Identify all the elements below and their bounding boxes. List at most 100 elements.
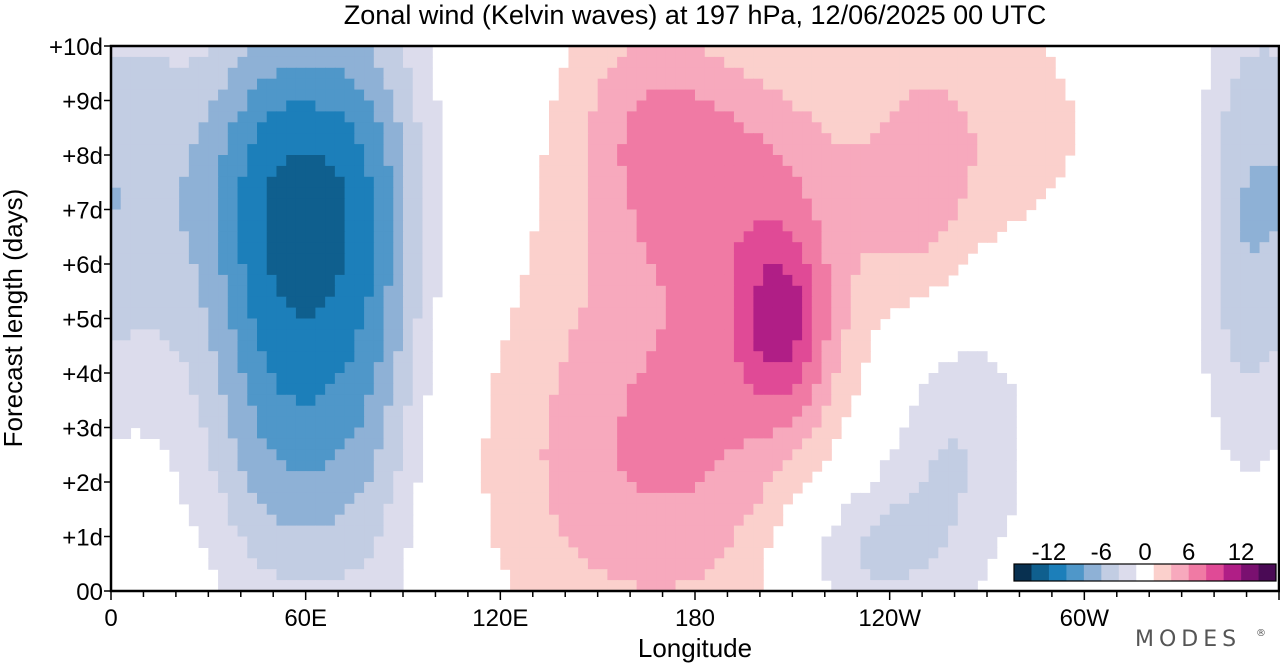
contour-cell [412, 56, 424, 69]
contour-cell [860, 285, 871, 298]
contour-cell [169, 373, 180, 385]
contour-cell [928, 155, 939, 167]
contour-cell [1220, 155, 1231, 167]
contour-cell [111, 427, 122, 439]
contour-cell [325, 373, 336, 385]
contour-cell [733, 176, 745, 189]
contour-cell [938, 547, 949, 559]
contour-cell [918, 133, 930, 145]
contour-cell [218, 78, 229, 91]
contour-cell [996, 220, 1008, 232]
contour-cell [626, 242, 638, 254]
contour-cell [325, 111, 336, 123]
contour-cell [636, 176, 647, 189]
contour-cell [364, 231, 375, 243]
contour-cell [295, 285, 307, 298]
contour-cell [1269, 100, 1280, 112]
contour-cell [1220, 274, 1231, 287]
contour-cell [179, 351, 190, 363]
contour-cell [159, 67, 170, 80]
contour-cell [1269, 78, 1280, 91]
contour-cell [870, 482, 881, 494]
contour-cell [831, 78, 842, 91]
contour-cell [393, 133, 404, 145]
contour-cell [1006, 449, 1017, 461]
contour-cell [257, 111, 268, 123]
contour-cell [529, 394, 540, 407]
contour-cell [111, 100, 122, 112]
contour-cell [909, 231, 920, 243]
contour-cell [724, 176, 735, 189]
contour-cell [1006, 89, 1017, 102]
contour-cell [529, 383, 540, 396]
contour-cell [792, 165, 803, 178]
contour-cell [227, 383, 239, 396]
contour-cell [1006, 471, 1017, 483]
contour-cell [714, 405, 725, 418]
contour-cell [1016, 46, 1027, 58]
contour-cell [967, 580, 978, 592]
contour-cell [1210, 100, 1222, 112]
x-tick-label: 120W [858, 605, 921, 632]
contour-cell [714, 285, 725, 298]
contour-cell [948, 56, 959, 69]
contour-cell [295, 558, 307, 570]
contour-cell [120, 78, 132, 91]
y-tick-label: +1d [62, 525, 103, 552]
contour-cell [568, 220, 579, 232]
contour-cell [305, 231, 316, 243]
contour-cell [607, 383, 618, 396]
contour-cell [383, 525, 394, 538]
contour-cell [938, 220, 949, 232]
contour-cell [1259, 231, 1270, 243]
contour-cell [276, 264, 287, 276]
contour-cell [1249, 133, 1261, 145]
contour-cell [1240, 187, 1251, 200]
contour-cell [334, 78, 346, 91]
contour-cell [704, 296, 716, 309]
contour-cell [821, 285, 832, 298]
contour-cell [305, 307, 316, 320]
contour-cell [286, 460, 297, 472]
contour-cell [675, 122, 686, 134]
contour-cell [879, 285, 891, 298]
contour-cell [656, 144, 667, 156]
contour-cell [1210, 329, 1222, 341]
contour-cell [354, 427, 365, 439]
contour-cell [860, 492, 871, 505]
contour-cell [743, 46, 754, 58]
contour-cell [626, 329, 638, 341]
contour-cell [159, 296, 170, 309]
contour-cell [305, 482, 316, 494]
contour-cell [841, 220, 852, 232]
contour-cell [1210, 318, 1222, 330]
contour-cell [286, 111, 297, 123]
contour-cell [198, 514, 209, 527]
contour-cell [130, 362, 141, 374]
contour-cell [626, 253, 638, 265]
contour-cell [695, 460, 706, 472]
contour-cell [179, 296, 190, 309]
contour-cell [870, 122, 881, 134]
contour-cell [724, 307, 735, 320]
contour-cell [1220, 198, 1231, 211]
contour-cell [675, 383, 686, 396]
contour-cell [159, 122, 170, 134]
contour-cell [403, 514, 414, 527]
contour-cell [373, 383, 385, 396]
contour-cell [714, 471, 725, 483]
contour-cell [763, 264, 774, 276]
contour-cell [1259, 111, 1270, 123]
contour-cell [957, 394, 969, 407]
contour-cell [597, 111, 608, 123]
contour-cell [607, 394, 618, 407]
contour-cell [802, 405, 813, 418]
contour-cell [811, 405, 823, 418]
contour-cell [344, 449, 355, 461]
contour-cell [286, 416, 297, 429]
contour-cell [130, 296, 141, 309]
contour-cell [675, 536, 686, 548]
contour-cell [1230, 405, 1241, 418]
contour-cell [558, 198, 570, 211]
contour-cell [578, 285, 589, 298]
